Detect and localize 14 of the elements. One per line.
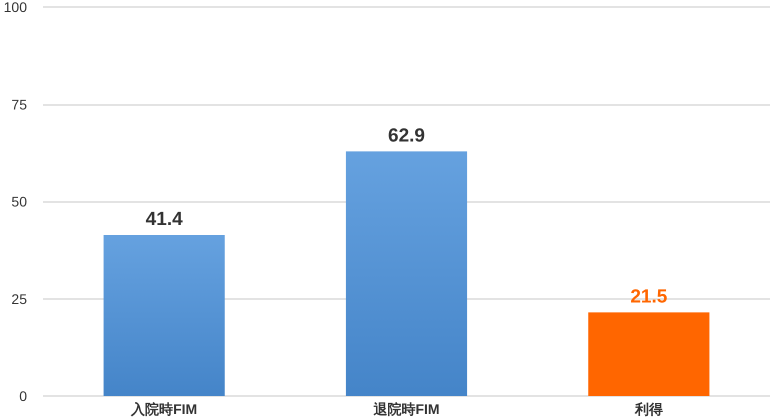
data-label: 41.4 xyxy=(146,208,184,230)
bar xyxy=(346,151,468,396)
data-label: 62.9 xyxy=(388,125,425,146)
y-tick-label: 0 xyxy=(19,388,28,404)
y-tick-label: 75 xyxy=(11,96,28,112)
x-tick-label: 利得 xyxy=(634,401,663,417)
bar xyxy=(588,312,710,396)
bar xyxy=(104,234,225,396)
y-tick-label: 25 xyxy=(11,290,28,307)
y-tick-label: 50 xyxy=(11,194,28,210)
data-label: 21.5 xyxy=(630,286,668,308)
y-tick-label: 100 xyxy=(4,0,28,15)
x-tick-label: 退院時FIM xyxy=(372,401,440,417)
x-tick-label: 入院時FIM xyxy=(130,401,198,417)
